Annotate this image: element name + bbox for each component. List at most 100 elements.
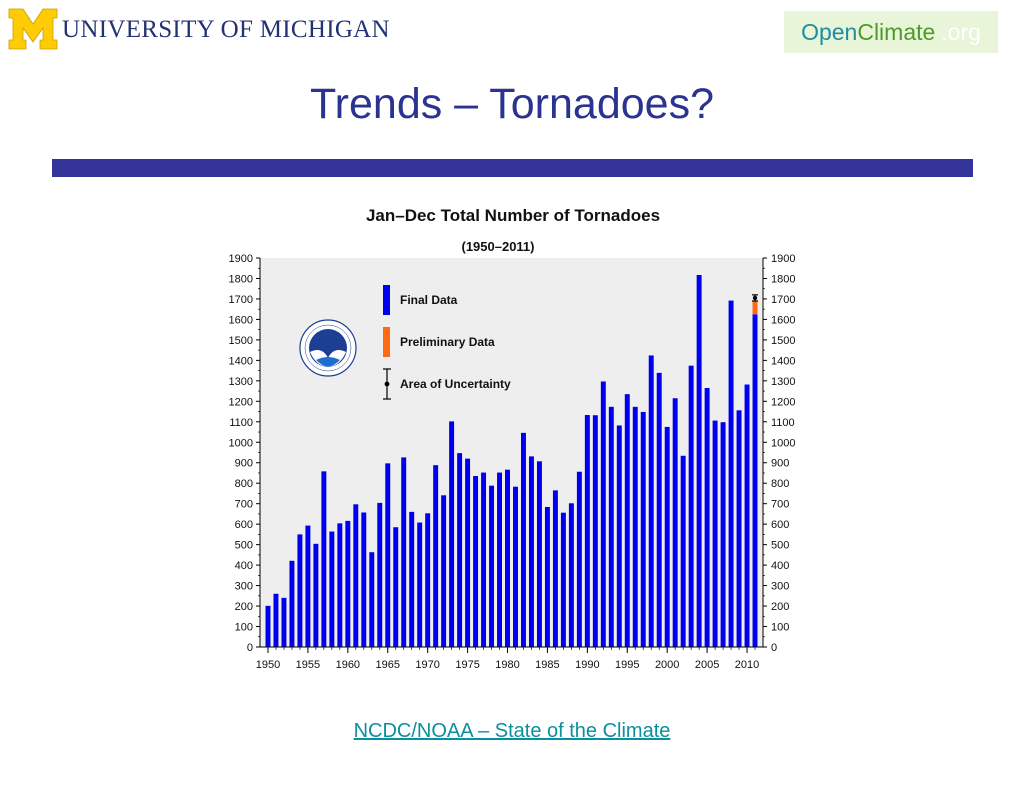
bar-final-1986 [552,490,558,647]
bar-preliminary-2011 [752,300,758,315]
y-tick-label-right: 700 [771,499,789,511]
x-tick-label: 1950 [256,659,280,671]
bar-final-1969 [417,522,423,647]
bar-final-1952 [281,597,287,647]
bar-final-1959 [337,523,343,647]
openclimate-climate-text: Climate [857,18,936,45]
y-tick-label-left: 900 [235,458,253,470]
y-tick-label-left: 100 [235,622,253,634]
legend-swatch-1 [383,327,390,357]
x-tick-label: 1995 [615,659,639,671]
bar-final-1981 [513,486,518,647]
y-tick-label-left: 800 [235,478,253,490]
openclimate-logo: Open Climate .org [784,11,998,53]
bar-final-1958 [329,531,335,647]
chart-subtitle: (1950–2011) [461,239,534,254]
legend-swatch-0 [383,285,390,315]
tornado-bar-chart: Jan–Dec Total Number of Tornadoes (1950–… [229,206,796,671]
y-tick-label-right: 1600 [771,314,795,326]
x-tick-label: 1980 [495,659,519,671]
bar-final-2001 [672,398,678,647]
y-tick-label-right: 1500 [771,335,795,347]
y-tick-label-right: 0 [771,642,777,654]
y-tick-label-left: 1600 [229,314,253,326]
y-tick-label-right: 1400 [771,355,795,367]
x-tick-label: 2000 [655,659,679,671]
bar-final-1966 [393,527,399,647]
y-tick-label-right: 1300 [771,376,795,388]
bar-final-1989 [576,471,582,647]
y-tick-label-right: 1800 [771,273,795,285]
bar-final-2007 [720,422,726,647]
x-tick-label: 1960 [336,659,360,671]
bar-final-1954 [297,534,303,647]
x-tick-label: 1975 [455,659,479,671]
block-m-icon [8,8,58,50]
y-tick-label-left: 1100 [229,417,253,429]
bar-final-1967 [401,457,407,647]
bar-final-1955 [305,525,311,647]
university-name: UNIVERSITY OF MICHIGAN [62,16,390,43]
y-tick-label-right: 1200 [771,396,795,408]
y-tick-label-right: 1100 [771,417,795,429]
bar-final-2010 [744,384,750,647]
bar-final-2000 [664,426,670,647]
x-tick-label: 1990 [575,659,599,671]
y-tick-label-right: 400 [771,560,789,572]
bar-final-1950 [265,605,271,647]
ncdc-noaa-source-link[interactable]: NCDC/NOAA – State of the Climate [353,720,671,742]
bar-final-1970 [425,513,431,647]
y-tick-label-left: 1400 [229,355,253,367]
bar-final-2006 [712,420,718,647]
noaa-logo-icon [299,319,357,377]
x-tick-label: 1985 [535,659,559,671]
y-tick-label-left: 0 [247,642,253,654]
bar-final-1985 [544,506,550,647]
x-tick-label: 1970 [415,659,439,671]
bar-final-1988 [568,503,574,647]
y-tick-label-left: 500 [235,540,253,552]
bar-final-1951 [273,593,279,647]
bar-final-1974 [457,453,463,647]
legend-label-1: Preliminary Data [400,335,495,349]
plot-area [260,258,763,647]
bar-final-2008 [728,300,734,647]
x-tick-label: 1955 [296,659,320,671]
bar-final-2009 [736,410,742,647]
openclimate-org-text: .org [941,18,981,45]
y-tick-label-right: 800 [771,478,789,490]
bar-final-2011 [752,314,758,647]
y-tick-label-left: 600 [235,519,253,531]
bar-final-1979 [497,472,502,647]
y-tick-label-left: 300 [235,581,253,593]
bar-final-1994 [616,425,622,647]
bar-final-1965 [385,463,391,647]
bar-final-1987 [560,512,566,647]
bar-final-1999 [656,372,662,647]
bar-final-1980 [505,469,510,647]
y-tick-label-left: 1700 [229,294,253,306]
chart-legend: Final Data Preliminary Data Area of Uncert… [383,285,511,400]
source-link-container: NCDC/NOAA – State of the Climate [0,720,1024,743]
y-tick-label-right: 500 [771,540,789,552]
title-divider-bar [52,159,973,177]
y-tick-label-left: 1800 [229,273,253,285]
y-tick-label-left: 1000 [229,437,253,449]
y-tick-label-right: 1700 [771,294,795,306]
bar-final-1995 [624,394,630,647]
y-tick-label-right: 100 [771,622,789,634]
bar-final-1993 [608,406,614,647]
bar-final-1964 [377,502,383,647]
legend-label-0: Final Data [400,293,458,307]
bar-final-1961 [353,504,359,647]
y-tick-label-right: 600 [771,519,789,531]
bar-final-1957 [321,471,327,647]
y-tick-label-left: 200 [235,601,253,613]
bar-final-1998 [648,355,654,647]
bar-final-1963 [369,552,375,647]
x-tick-label: 1965 [376,659,400,671]
y-tick-label-left: 1500 [229,335,253,347]
bar-final-1977 [481,472,487,647]
bar-final-1983 [528,456,534,647]
bar-final-1973 [449,421,455,647]
